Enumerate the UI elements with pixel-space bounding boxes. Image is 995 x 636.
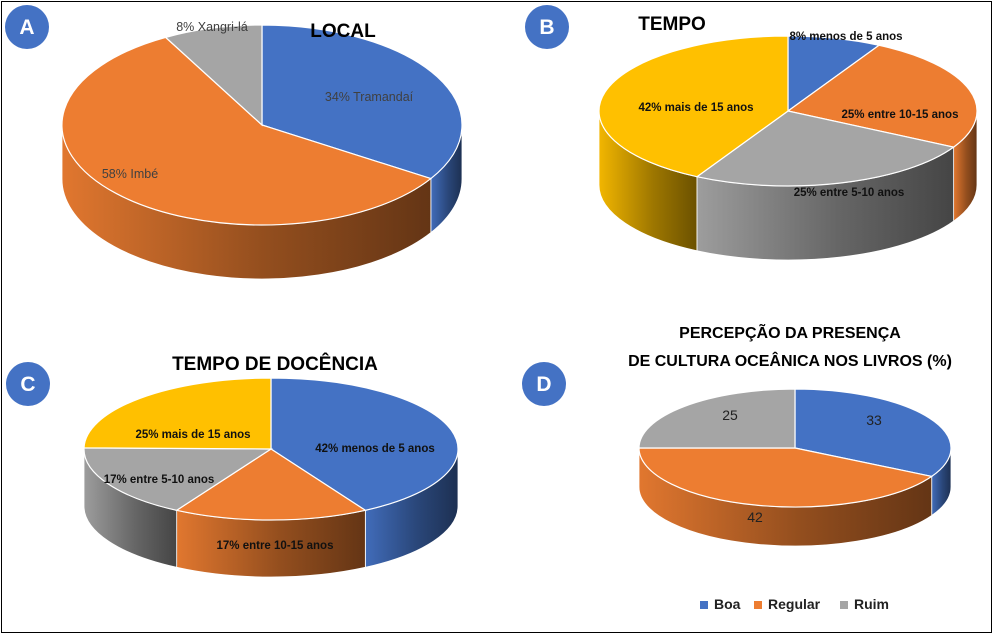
panel-badge-letter: C xyxy=(20,373,35,396)
panel-badge-letter: B xyxy=(539,16,554,39)
slice-label: 25% mais de 15 anos xyxy=(135,429,250,441)
slice-label: 25% entre 5-10 anos xyxy=(794,187,905,199)
slice-label: 33 xyxy=(866,412,882,428)
panel-badge: B xyxy=(525,5,569,49)
slice-label: 42% menos de 5 anos xyxy=(315,443,435,455)
panel-badge: D xyxy=(522,362,566,406)
chart-b: 8% menos de 5 anos 25% entre 10-15 anos 25… xyxy=(525,5,978,261)
chart-a: 34% Tramandaí 58% Imbé 8% Xangri-lá LOCAL A xyxy=(5,5,463,280)
panel-badge: C xyxy=(6,362,50,406)
panel-badge-letter: A xyxy=(19,16,34,39)
slice-label: 58% Imbé xyxy=(102,167,158,181)
chart-c: 42% menos de 5 anos 17% entre 10-15 anos 1… xyxy=(6,353,459,578)
pie-slice-33 xyxy=(794,388,952,478)
panel-badge-circle xyxy=(522,362,566,406)
chart-title: PERCEPÇÃO DA PRESENÇA xyxy=(679,322,901,342)
slice-label: 17% entre 5-10 anos xyxy=(104,474,215,486)
pie-side-walls xyxy=(598,110,978,261)
pie-slice-25-entre-10-15-anos xyxy=(786,44,978,148)
legend-swatch-boa xyxy=(700,601,708,609)
pie-slice-17-entre-5-10-anos xyxy=(83,447,274,511)
pie-side-walls xyxy=(83,448,459,578)
pie-side-walls xyxy=(638,447,952,547)
legend-label-boa: Boa xyxy=(714,596,741,612)
slice-label: 42 xyxy=(747,509,763,525)
panel-badge: A xyxy=(5,5,49,49)
pie-slice-8-menos-de-5-anos xyxy=(787,35,881,113)
chart-title: TEMPO xyxy=(638,14,706,35)
panel-badge-letter: D xyxy=(536,373,551,396)
pie-slice-8-xangri-la xyxy=(164,24,263,127)
chart-title: LOCAL xyxy=(310,21,376,42)
slice-label: 25% entre 10-15 anos xyxy=(842,109,959,121)
slice-label: 34% Tramandaí xyxy=(325,90,414,104)
pie-slice-25-entre-5-10-anos xyxy=(695,110,956,187)
legend-swatch-ruim xyxy=(840,601,848,609)
slice-label: 8% menos de 5 anos xyxy=(789,31,902,43)
pie-slice-25-mais-de-15-anos xyxy=(83,377,272,450)
panel-badge-circle xyxy=(525,5,569,49)
chart-title: TEMPO DE DOCÊNCIA xyxy=(172,353,378,375)
slice-label: 42% mais de 15 anos xyxy=(638,102,753,114)
legend: Boa Regular Ruim xyxy=(700,596,889,612)
slice-label: 25 xyxy=(722,407,738,423)
panel-badge-circle xyxy=(6,362,50,406)
panel-badge-circle xyxy=(5,5,49,49)
pie-slice-42-mais-de-15-anos xyxy=(598,35,789,178)
legend-label-regular: Regular xyxy=(768,596,821,612)
pie-slice-58-imbe xyxy=(61,36,433,226)
pie-slice-34-tramandai xyxy=(261,24,463,180)
pie-slice-42 xyxy=(638,447,934,508)
pie-slice-42-menos-de-5-anos xyxy=(270,377,459,511)
chart-d: 33 42 25 PERCEPÇÃO DA PRESENÇA DE CULTURA OC… xyxy=(522,322,952,612)
chart-title: DE CULTURA OCEÂNICA NOS LIVROS (%) xyxy=(628,351,952,370)
slice-label: 8% Xangri-lá xyxy=(176,20,248,34)
legend-label-ruim: Ruim xyxy=(854,596,889,612)
pie-slice-25 xyxy=(638,388,796,449)
legend-swatch-regular xyxy=(754,601,762,609)
pie-slice-17-entre-10-15-anos xyxy=(175,448,367,521)
slice-label: 17% entre 10-15 anos xyxy=(217,540,334,552)
